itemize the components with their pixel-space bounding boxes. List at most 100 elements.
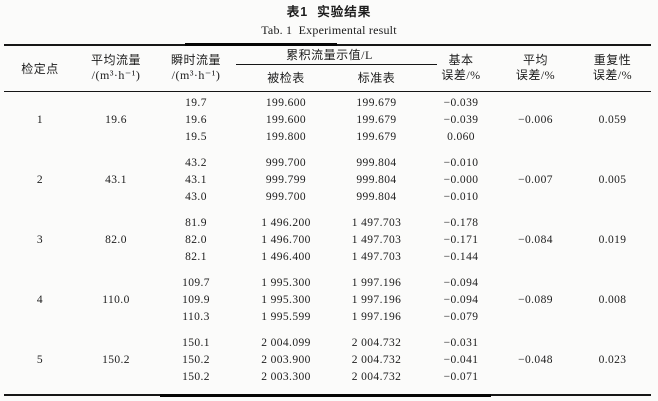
cell-inst-flow: 81.9	[185, 216, 207, 229]
cell-standard-meter: 999.804	[356, 173, 397, 186]
cell-inst-flow: 43.2	[185, 156, 207, 169]
cell-basic-error: −0.071	[443, 370, 479, 383]
cell-standard-meter: 1 997.196	[351, 310, 402, 323]
cell-repeatability: 0.059	[598, 113, 627, 126]
table-row: 19.5 199.800 199.679 0.060	[4, 129, 651, 146]
col-header-avg-flow: 平均流量 /(m³·h⁻¹)	[76, 45, 156, 92]
table-row: 4 110.0 109.7 1 995.300 1 997.196 −0.094…	[4, 275, 651, 306]
cell-inst-flow: 109.7	[182, 276, 210, 289]
table-caption: 表1 实验结果 Tab. 1 Experimental result	[0, 0, 658, 44]
table-row: 110.3 1 995.599 1 997.196 −0.079	[4, 309, 651, 326]
cell-standard-meter: 1 497.703	[351, 250, 402, 263]
cell-repeatability: 0.019	[598, 233, 627, 246]
cell-point: 1	[36, 113, 44, 126]
cell-basic-error: −0.094	[443, 293, 479, 306]
cell-tested-meter: 199.600	[265, 113, 307, 126]
table-title-english: Tab. 1 Experimental result	[261, 23, 397, 37]
cell-repeatability: 0.005	[598, 173, 627, 186]
cell-basic-error: −0.039	[443, 113, 479, 126]
cell-inst-flow: 110.3	[182, 310, 210, 323]
cell-tested-meter: 1 496.400	[261, 250, 311, 263]
cell-tested-meter: 1 995.300	[261, 293, 311, 306]
col-header-mean-error-line1: 平均	[523, 53, 549, 68]
table-body: 1 19.6 19.7 199.600 199.679 −0.039 −0.00…	[4, 91, 651, 395]
table-row: 43.1 999.799 999.804 −0.000	[4, 172, 651, 189]
cell-inst-flow: 43.0	[185, 190, 207, 203]
cell-tested-meter: 1 995.599	[261, 310, 311, 323]
group-spacer	[4, 326, 651, 335]
cell-basic-error: −0.094	[443, 276, 479, 289]
col-header-avg-flow-label: 平均流量	[90, 53, 141, 68]
cell-standard-meter: 1 497.703	[351, 216, 402, 229]
cell-tested-meter: 999.799	[265, 173, 307, 186]
cell-tested-meter: 2 003.900	[261, 353, 311, 366]
cell-inst-flow: 82.0	[185, 233, 207, 246]
col-header-mean-error: 平均 误差/%	[497, 45, 575, 92]
cell-basic-error: −0.041	[443, 353, 479, 366]
col-header-basic-error-line1: 基本	[448, 53, 474, 68]
group-spacer	[4, 206, 651, 215]
col-header-inst-flow: 瞬时流量 /(m³·h⁻¹)	[156, 45, 236, 92]
table-row: 150.2 2 003.900 2 004.732 −0.041	[4, 352, 651, 369]
cell-tested-meter: 2 003.300	[261, 370, 311, 383]
table-row: 43.0 999.700 999.804 −0.010	[4, 189, 651, 206]
cell-avg-flow: 43.1	[105, 173, 127, 186]
cell-repeatability: 0.023	[598, 353, 627, 366]
col-header-avg-flow-unit: /(m³·h⁻¹)	[91, 68, 141, 83]
cell-inst-flow: 19.6	[185, 113, 207, 126]
table-row: 150.2 2 003.300 2 004.732 −0.071	[4, 369, 651, 386]
cell-inst-flow: 150.2	[182, 370, 210, 383]
cell-basic-error: −0.000	[443, 173, 479, 186]
table-row: 3 82.0 81.9 1 496.200 1 497.703 −0.178 −…	[4, 215, 651, 246]
table-header: 检定点 平均流量 /(m³·h⁻¹) 瞬时流量 /(m³·h⁻¹) 累积流量示值…	[4, 45, 652, 92]
cell-avg-flow: 150.2	[102, 353, 130, 366]
table-row: 19.6 199.600 199.679 −0.039	[4, 112, 651, 129]
cell-basic-error: −0.010	[443, 156, 479, 169]
cell-tested-meter: 2 004.099	[261, 336, 311, 349]
cell-inst-flow: 19.7	[185, 96, 207, 109]
col-header-repeatability-error: 重复性 误差/%	[574, 45, 652, 92]
col-header-basic-error: 基本 误差/%	[437, 45, 498, 92]
cell-standard-meter: 2 004.732	[351, 370, 402, 383]
cell-avg-flow: 19.6	[105, 113, 127, 126]
cell-mean-error: −0.006	[518, 113, 553, 126]
cell-repeatability: 0.008	[598, 293, 627, 306]
cell-standard-meter: 999.804	[356, 190, 397, 203]
cell-point: 5	[36, 353, 44, 366]
cell-tested-meter: 1 496.700	[261, 233, 311, 246]
cell-inst-flow: 43.1	[185, 173, 207, 186]
cell-inst-flow: 82.1	[185, 250, 207, 263]
cell-inst-flow: 150.2	[182, 353, 210, 366]
cell-basic-error: −0.079	[443, 310, 479, 323]
cell-standard-meter: 1 997.196	[351, 293, 402, 306]
table-row: 109.9 1 995.300 1 997.196 −0.094	[4, 292, 651, 309]
cell-mean-error: −0.048	[518, 353, 553, 366]
col-header-repeatability-error-line1: 重复性	[593, 53, 632, 68]
col-header-inst-flow-unit: /(m³·h⁻¹)	[171, 68, 221, 83]
cell-tested-meter: 999.700	[265, 156, 307, 169]
col-header-inst-flow-label: 瞬时流量	[170, 53, 221, 68]
col-header-tested-meter: 被检表	[236, 64, 336, 92]
table-row: 82.0 1 496.700 1 497.703 −0.171	[4, 232, 651, 249]
col-header-repeatability-error-line2: 误差/%	[592, 68, 633, 83]
scan-artifact-top-rule	[185, 43, 337, 46]
table-row: 2 43.1 43.2 999.700 999.804 −0.010 −0.00…	[4, 155, 651, 186]
table-row: 5 150.2 150.1 2 004.099 2 004.732 −0.031…	[4, 335, 651, 366]
cell-standard-meter: 1 497.703	[351, 233, 402, 246]
cell-tested-meter: 1 995.300	[261, 276, 311, 289]
cell-standard-meter: 2 004.732	[351, 336, 402, 349]
results-table-wrapper: 检定点 平均流量 /(m³·h⁻¹) 瞬时流量 /(m³·h⁻¹) 累积流量示值…	[4, 43, 652, 397]
cell-tested-meter: 199.800	[265, 130, 307, 143]
cell-point: 3	[36, 233, 44, 246]
cell-basic-error: −0.171	[443, 233, 479, 246]
col-header-standard-meter: 标准表	[336, 64, 438, 92]
cell-basic-error: −0.144	[443, 250, 479, 263]
scan-artifact-bottom-rule	[160, 393, 491, 397]
cell-standard-meter: 999.804	[356, 156, 397, 169]
cell-tested-meter: 1 496.200	[261, 216, 311, 229]
col-header-mean-error-line2: 误差/%	[515, 68, 556, 83]
group-spacer	[4, 146, 651, 155]
cell-standard-meter: 2 004.732	[351, 353, 402, 366]
cell-inst-flow: 109.9	[182, 293, 210, 306]
col-header-point: 检定点	[4, 45, 76, 92]
